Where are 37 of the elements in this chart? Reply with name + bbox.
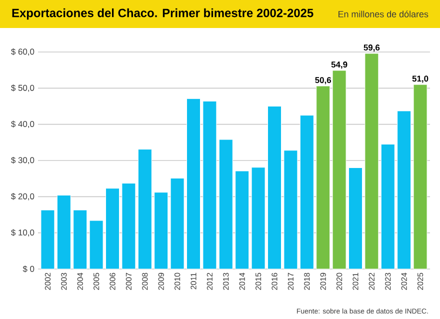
chart-subtitle: En millones de dólares	[338, 10, 428, 18]
y-tick-label: $ 20,0	[11, 192, 34, 200]
chart-title: Exportaciones del Chaco. Primer bimestre 2002-2025	[12, 8, 314, 20]
bar	[186, 98, 201, 270]
y-tick-label: $ 50,0	[11, 84, 34, 92]
bar	[202, 100, 217, 270]
y-tick-label: $ 40,0	[11, 120, 34, 128]
data-label: 51,0	[412, 76, 428, 83]
bar	[348, 167, 362, 270]
bar	[154, 192, 168, 270]
bar	[56, 194, 71, 270]
bar	[89, 220, 104, 270]
bar	[170, 178, 184, 270]
bar	[218, 139, 233, 270]
bar	[380, 144, 395, 270]
bar	[300, 115, 314, 270]
bar	[364, 53, 379, 270]
bar	[106, 188, 120, 270]
y-tick-label: $ 10,0	[11, 229, 34, 237]
data-label: 54,9	[331, 62, 348, 69]
bar	[73, 210, 88, 270]
bar	[40, 210, 55, 270]
bar	[284, 150, 298, 270]
bar	[267, 106, 282, 270]
bar	[316, 86, 330, 270]
bar	[397, 110, 412, 270]
bar	[138, 149, 152, 270]
data-label: 50,6	[315, 77, 332, 84]
data-label: 59,6	[364, 44, 380, 52]
bar	[251, 167, 266, 270]
bar	[235, 170, 250, 270]
y-tick-label: $ 0	[22, 266, 34, 272]
bar	[332, 70, 346, 270]
bar	[413, 84, 428, 270]
y-tick-label: $ 30,0	[11, 156, 34, 164]
bar	[122, 183, 136, 270]
y-tick-label: $ 60,0	[11, 48, 34, 56]
